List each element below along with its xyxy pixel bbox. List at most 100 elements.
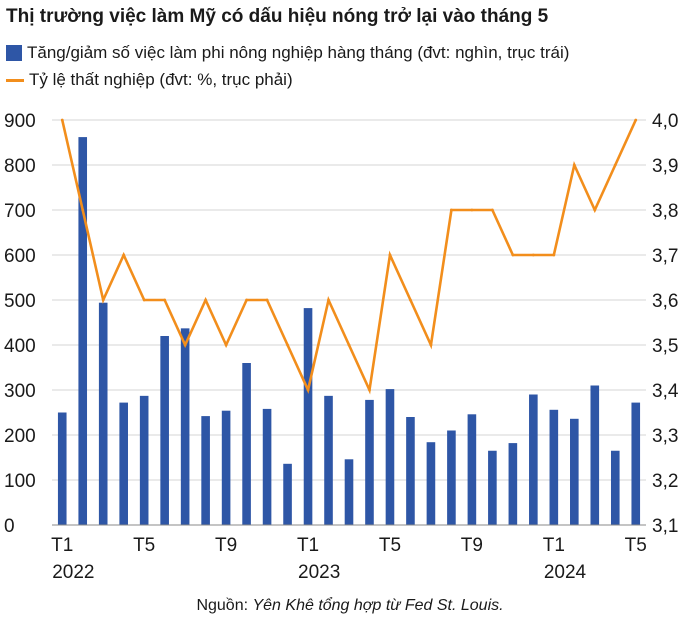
line-point: [450, 208, 453, 212]
bar: [119, 402, 128, 525]
line-point: [572, 163, 576, 167]
bar: [426, 442, 436, 525]
left-axis-tick-label: 200: [4, 426, 36, 447]
source-note: Nguồn: Yên Khê tổng hợp từ Fed St. Louis…: [0, 597, 700, 615]
left-axis-tick-label: 400: [4, 336, 36, 357]
line-point: [60, 118, 64, 122]
line-point: [265, 298, 269, 302]
bar: [590, 385, 600, 525]
x-tick-label: T9: [461, 535, 483, 556]
bar: [78, 137, 88, 525]
line-point: [204, 298, 208, 302]
left-axis-tick-label: 0: [4, 516, 15, 537]
source-prefix: Nguồn:: [196, 597, 253, 614]
bar: [385, 389, 395, 525]
right-axis-tick-label: 3,4: [652, 381, 679, 402]
legend-swatch-line: [6, 78, 24, 82]
line-point: [613, 163, 617, 167]
bar: [610, 450, 620, 525]
line-point: [490, 208, 494, 212]
source-text: Yên Khê tổng hợp từ Fed St. Louis.: [252, 597, 504, 614]
bar: [365, 399, 374, 525]
right-axis-tick-label: 3,7: [652, 246, 678, 267]
bar: [221, 410, 231, 525]
line-point: [593, 208, 597, 212]
x-tick-label: T5: [379, 535, 401, 556]
bar: [201, 416, 210, 525]
x-tick-label: T1: [297, 535, 319, 556]
line-point: [552, 253, 556, 257]
line-point: [429, 343, 433, 347]
bar: [303, 308, 313, 525]
x-tick-label: T5: [133, 535, 155, 556]
bar: [98, 302, 108, 525]
bar: [406, 417, 415, 525]
right-axis-tick-label: 3,3: [652, 426, 678, 447]
left-axis-tick-label: 500: [4, 291, 36, 312]
line-point: [511, 253, 515, 257]
bar: [160, 336, 169, 525]
bar: [488, 450, 497, 525]
line-point: [183, 343, 187, 347]
line-point: [327, 298, 330, 302]
bar: [324, 395, 333, 525]
bar: [180, 328, 190, 525]
line-point: [101, 298, 105, 302]
chart-title: Thị trường việc làm Mỹ có dấu hiệu nóng …: [6, 6, 549, 27]
x-year-label: 2023: [298, 562, 340, 583]
right-axis-tick-label: 4,0: [652, 111, 678, 132]
line-point: [286, 343, 289, 347]
bar: [570, 418, 579, 525]
right-axis-tick-label: 3,1: [652, 516, 678, 537]
bar: [57, 412, 67, 525]
line-point: [224, 343, 228, 347]
left-axis-tick-label: 900: [4, 111, 36, 132]
line-point: [368, 388, 371, 392]
bar: [467, 414, 477, 525]
bar: [508, 443, 518, 525]
x-tick-label: T9: [215, 535, 237, 556]
bar: [549, 409, 559, 525]
line-point: [245, 298, 248, 302]
line-point: [388, 253, 392, 257]
x-tick-label: T1: [51, 535, 73, 556]
right-axis-tick-label: 3,9: [652, 156, 678, 177]
line-point: [634, 118, 638, 122]
right-axis-tick-label: 3,2: [652, 471, 678, 492]
left-axis-tick-label: 600: [4, 246, 36, 267]
x-tick-label: T5: [625, 535, 647, 556]
x-year-label: 2024: [544, 562, 587, 583]
left-axis-tick-label: 100: [4, 471, 36, 492]
bar: [139, 395, 149, 525]
line-point: [470, 208, 474, 212]
x-tick-label: T1: [543, 535, 565, 556]
right-axis-tick-label: 3,6: [652, 291, 678, 312]
bar: [262, 408, 272, 525]
legend-item-bars: Tăng/giảm số việc làm phi nông nghiệp hà…: [6, 43, 569, 63]
line-point: [347, 343, 351, 347]
legend-swatch-bars: [6, 45, 22, 61]
line-point: [142, 298, 146, 302]
bar: [447, 430, 456, 525]
left-axis-tick-label: 800: [4, 156, 36, 177]
line-point: [122, 253, 126, 257]
legend-label-line: Tỷ lệ thất nghiệp (đvt: %, trục phải): [29, 70, 293, 89]
line-point: [409, 298, 412, 302]
line-point: [163, 298, 167, 302]
line-point: [81, 208, 85, 212]
bar: [631, 402, 641, 525]
right-axis-tick-label: 3,5: [652, 336, 678, 357]
bar: [529, 394, 538, 525]
right-axis-tick-label: 3,8: [652, 201, 678, 222]
x-year-label: 2022: [52, 562, 94, 583]
bar: [242, 363, 251, 525]
legend-label-bars: Tăng/giảm số việc làm phi nông nghiệp hà…: [27, 43, 570, 62]
bar: [283, 463, 292, 525]
bar: [344, 459, 354, 525]
legend-item-line: Tỷ lệ thất nghiệp (đvt: %, trục phải): [6, 70, 293, 90]
left-axis-tick-label: 700: [4, 201, 36, 222]
line-point: [306, 388, 310, 392]
left-axis-tick-label: 300: [4, 381, 36, 402]
line-point: [531, 253, 535, 257]
